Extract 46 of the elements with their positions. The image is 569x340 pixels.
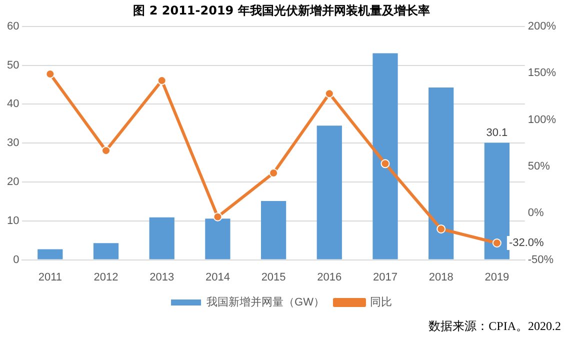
y2-tick-label: 150% [528, 67, 556, 80]
legend-label: 我国新增并网量（GW） [206, 296, 324, 309]
legend-label: 同比 [370, 296, 392, 309]
x-tick-label: 2011 [38, 271, 62, 284]
bar [316, 126, 342, 260]
x-tick-label: 2017 [373, 271, 398, 284]
source-note: 数据来源：CPIA。2020.2 [428, 318, 562, 335]
bar [93, 243, 119, 260]
bar [484, 142, 510, 260]
y-tick-label: 0 [13, 254, 20, 266]
y2-tick-label: 100% [528, 114, 556, 126]
point [213, 212, 222, 222]
y-tick-label: 10 [6, 214, 20, 227]
y2-tick-label: 0% [528, 207, 544, 220]
y2-tick-label: 200% [528, 20, 556, 32]
point [157, 76, 166, 86]
bar [149, 217, 174, 260]
point [102, 146, 111, 156]
y-tick-label: 20 [6, 176, 20, 188]
x-tick-label: 2019 [484, 271, 510, 284]
y2-tick-label: 50% [528, 160, 550, 172]
y-tick-label: 30 [6, 137, 20, 150]
bar [372, 53, 398, 260]
point [492, 238, 502, 248]
x-tick-label: 2018 [428, 271, 454, 284]
y-tick-label: 50 [6, 59, 20, 72]
y-tick-label: 60 [6, 20, 20, 32]
y-tick-label: 40 [6, 98, 20, 110]
chart-title: 图 2 2011-2019 年我国光伏新增并网装机量及增长率 [133, 3, 430, 18]
x-tick-label: 2016 [317, 271, 342, 284]
point [380, 159, 390, 168]
bar [428, 87, 454, 260]
point [269, 168, 278, 178]
bar [38, 249, 63, 260]
y2-tick-label: -50% [528, 254, 554, 266]
bar [260, 201, 286, 260]
point [46, 70, 55, 79]
data-label: -32.0% [508, 237, 544, 250]
data-label: 30.1 [486, 127, 508, 140]
x-tick-label: 2012 [94, 271, 118, 284]
point [436, 224, 446, 234]
bar [205, 218, 230, 260]
x-tick-label: 2015 [261, 271, 286, 284]
x-tick-label: 2013 [150, 271, 174, 284]
point [324, 89, 334, 98]
x-tick-label: 2014 [205, 271, 230, 284]
